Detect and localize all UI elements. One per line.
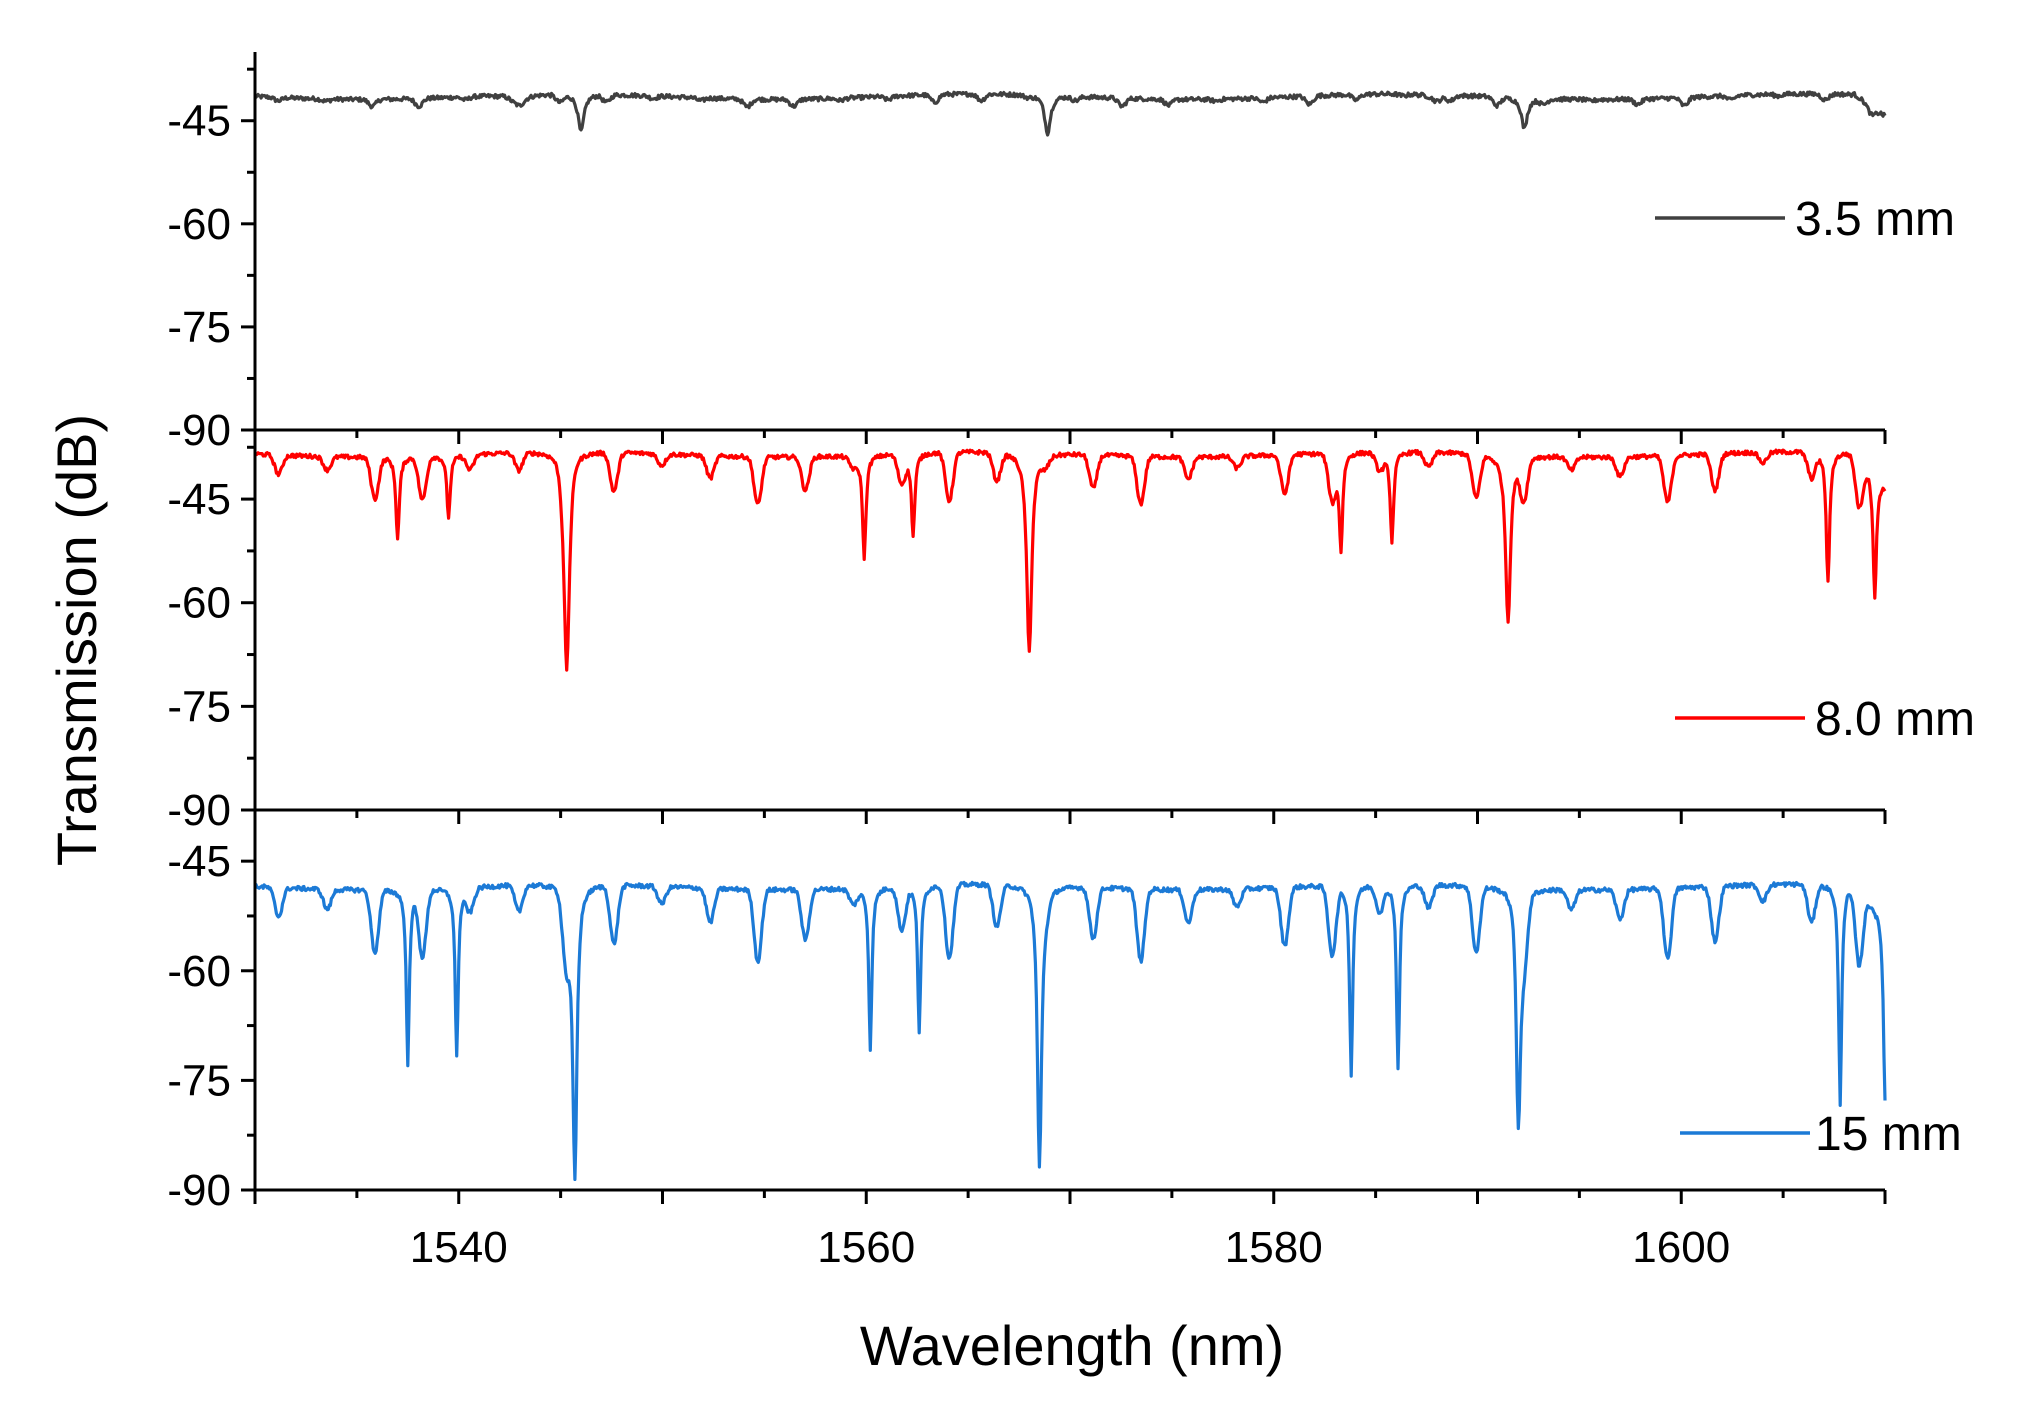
x-tick-label: 1600: [1632, 1223, 1730, 1272]
y-tick-label: -75: [167, 1056, 231, 1105]
y-tick-label: -75: [167, 303, 231, 352]
y-axis-label: Transmission (dB): [45, 414, 108, 866]
legend-label-0: 3.5 mm: [1795, 193, 1955, 246]
series-line-1: [254, 448, 1887, 672]
legend-label-2: 15 mm: [1815, 1108, 1962, 1161]
y-tick-label: -60: [167, 947, 231, 996]
y-tick-label: -45: [167, 837, 231, 886]
x-axis-label: Wavelength (nm): [860, 1314, 1284, 1377]
y-tick-label: -90: [167, 786, 231, 835]
series-line-0: [253, 90, 1887, 137]
y-tick-label: -75: [167, 682, 231, 731]
y-tick-label: -60: [167, 200, 231, 249]
y-tick-label: -45: [167, 97, 231, 146]
legend-label-1: 8.0 mm: [1815, 693, 1975, 746]
x-tick-label: 1540: [410, 1223, 508, 1272]
x-tick-label: 1560: [817, 1223, 915, 1272]
y-tick-label: -60: [167, 579, 231, 628]
series-line-2: [253, 880, 1887, 1181]
y-tick-label: -45: [167, 475, 231, 524]
x-tick-label: 1580: [1225, 1223, 1323, 1272]
y-tick-label: -90: [167, 1166, 231, 1215]
y-tick-label: -90: [167, 406, 231, 455]
